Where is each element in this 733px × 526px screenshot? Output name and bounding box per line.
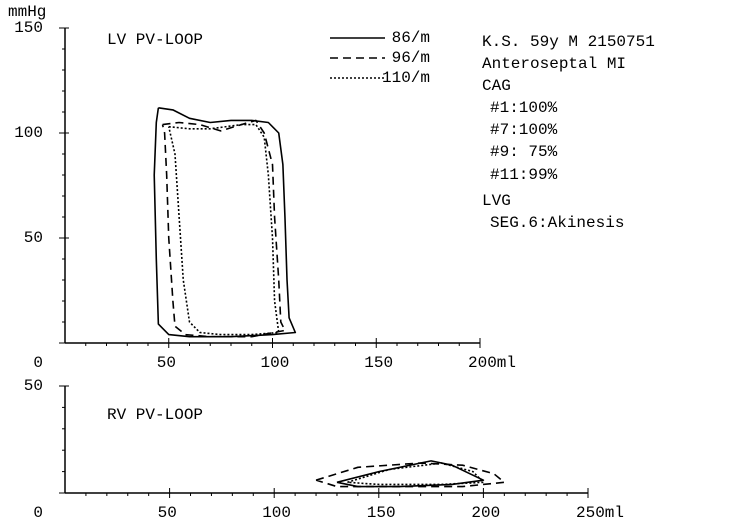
- pv-loop: [161, 119, 286, 338]
- x-tick-label: 250ml: [576, 504, 624, 522]
- y-tick-label: 50: [24, 377, 43, 395]
- y-tick-label: 50: [24, 229, 43, 247]
- pv-loop: [153, 107, 297, 338]
- x-tick-label: 150: [364, 354, 393, 372]
- x-tick-label: 100: [262, 504, 291, 522]
- legend-label: 110/m: [382, 69, 430, 87]
- x-tick-label: 100: [261, 354, 290, 372]
- legend-label: 96/m: [392, 49, 430, 67]
- y-tick-label: 0: [33, 354, 43, 372]
- chart-title: LV PV-LOOP: [107, 31, 203, 49]
- annotation: K.S. 59y M 2150751: [482, 33, 655, 51]
- x-tick-label: 50: [158, 504, 177, 522]
- y-tick-label: 100: [14, 124, 43, 142]
- legend-label: 86/m: [392, 29, 430, 47]
- x-tick-label: 200ml: [468, 354, 516, 372]
- annotation: #9: 75%: [490, 143, 558, 161]
- annotation: CAG: [482, 77, 511, 95]
- chart-title: RV PV-LOOP: [107, 406, 203, 424]
- annotation-block: K.S. 59y M 2150751 Anteroseptal MI CAG #…: [482, 33, 655, 232]
- annotation: #1:100%: [490, 99, 558, 117]
- annotation: LVG: [482, 192, 511, 210]
- pv-loop: [315, 462, 506, 488]
- annotation: SEG.6:Akinesis: [490, 214, 624, 232]
- annotation: #7:100%: [490, 121, 558, 139]
- y-tick-label: 150: [14, 19, 43, 37]
- pv-loop: [167, 123, 280, 336]
- x-tick-label: 150: [367, 504, 396, 522]
- annotation: #11:99%: [490, 166, 558, 184]
- annotation: Anteroseptal MI: [482, 55, 626, 73]
- x-tick-label: 200: [471, 504, 500, 522]
- y-tick-label: 0: [33, 504, 43, 522]
- y-axis-label: mmHg: [8, 3, 46, 21]
- pv-loop: [347, 462, 485, 486]
- x-tick-label: 50: [157, 354, 176, 372]
